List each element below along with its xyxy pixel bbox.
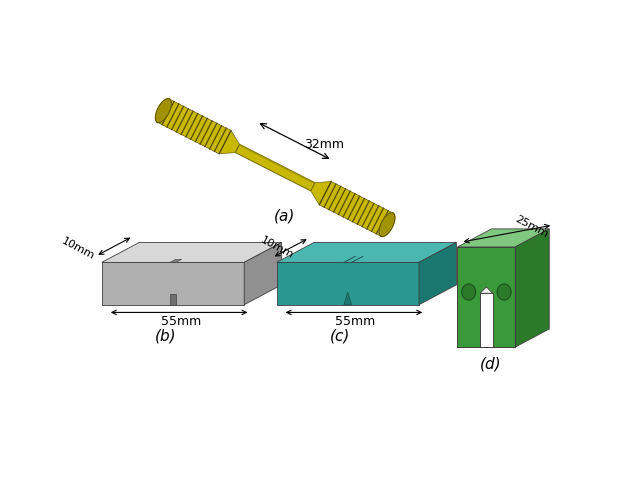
Polygon shape bbox=[219, 130, 240, 154]
Polygon shape bbox=[480, 287, 493, 293]
Polygon shape bbox=[155, 99, 171, 122]
Text: 10mm: 10mm bbox=[60, 236, 96, 261]
Text: 32mm: 32mm bbox=[304, 138, 343, 151]
Polygon shape bbox=[419, 243, 457, 305]
Text: 55mm: 55mm bbox=[160, 315, 201, 328]
Text: 25mm: 25mm bbox=[513, 214, 549, 240]
Text: 10mm: 10mm bbox=[259, 235, 296, 260]
Polygon shape bbox=[170, 260, 182, 262]
Text: (d): (d) bbox=[479, 357, 501, 371]
Text: (c): (c) bbox=[330, 328, 350, 343]
Polygon shape bbox=[480, 293, 493, 347]
Polygon shape bbox=[235, 144, 315, 191]
Polygon shape bbox=[320, 181, 393, 236]
Polygon shape bbox=[515, 229, 549, 347]
Polygon shape bbox=[102, 243, 282, 262]
Polygon shape bbox=[277, 243, 457, 262]
Polygon shape bbox=[277, 262, 419, 305]
Polygon shape bbox=[157, 99, 231, 154]
Polygon shape bbox=[244, 243, 282, 305]
Polygon shape bbox=[170, 294, 176, 305]
Text: 55mm: 55mm bbox=[335, 315, 376, 328]
Polygon shape bbox=[497, 284, 511, 300]
Polygon shape bbox=[457, 247, 515, 347]
Polygon shape bbox=[344, 293, 352, 305]
Text: (a): (a) bbox=[274, 208, 295, 224]
Polygon shape bbox=[240, 144, 315, 184]
Polygon shape bbox=[457, 229, 549, 247]
Polygon shape bbox=[379, 213, 395, 237]
Polygon shape bbox=[311, 181, 331, 205]
Text: (b): (b) bbox=[155, 328, 176, 343]
Polygon shape bbox=[462, 284, 476, 300]
Polygon shape bbox=[102, 262, 244, 305]
